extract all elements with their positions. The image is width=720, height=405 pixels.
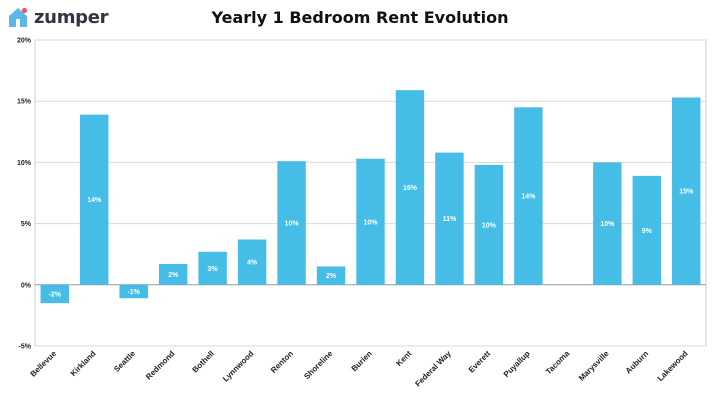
data-label: 11% [443, 216, 457, 223]
data-label: 3% [208, 266, 219, 273]
y-tick-label: 5% [21, 221, 32, 228]
bar-puyallup [514, 107, 543, 285]
data-label: -2% [49, 291, 62, 298]
data-label: 10% [482, 222, 497, 229]
bar-lynnwood [237, 239, 267, 285]
bar-kirkland [79, 114, 109, 285]
bar-redmond [158, 263, 188, 285]
bar-auburn [632, 175, 662, 285]
bar-bothell [198, 251, 227, 285]
category-label: Auburn [624, 349, 651, 376]
category-label: Tacoma [544, 349, 572, 377]
data-label: 10% [363, 219, 378, 226]
brand-name: zumper [34, 6, 109, 28]
category-label: Renton [269, 349, 295, 375]
data-label: 14% [87, 197, 102, 204]
house-icon [9, 7, 28, 27]
notification-dot-icon [21, 7, 28, 14]
data-label: 15% [679, 189, 694, 196]
data-label: 2% [326, 273, 337, 280]
category-label: Kent [394, 349, 413, 368]
category-label: Everett [467, 349, 493, 375]
data-label: 14% [521, 194, 536, 201]
y-tick-label: 10% [17, 160, 32, 167]
bar-marysville [593, 162, 622, 285]
data-label: 16% [403, 185, 418, 192]
category-label: Seattle [112, 349, 137, 374]
bar-renton [277, 161, 306, 285]
data-label: 2% [168, 272, 179, 279]
category-label: Bellevue [29, 349, 59, 379]
y-tick-label: 15% [17, 99, 32, 106]
bar-seattle [119, 284, 148, 299]
category-label: Lynnwood [221, 349, 256, 384]
bar-shoreline [316, 266, 346, 285]
y-tick-label: -5% [19, 344, 32, 351]
category-label: Burien [350, 349, 374, 373]
chart-title: Yearly 1 Bedroom Rent Evolution [211, 8, 509, 27]
data-label: 10% [285, 220, 300, 227]
brand-logo: zumper [6, 6, 109, 28]
category-label: Federal Way [413, 349, 453, 389]
category-label: Bothell [190, 349, 216, 375]
data-label: 10% [600, 221, 615, 228]
category-label: Puyallup [502, 349, 532, 379]
bar-kent [395, 90, 425, 285]
bar-burien [356, 158, 385, 285]
data-label: 9% [642, 228, 653, 235]
data-label: 4% [247, 260, 258, 267]
category-label: Marysville [577, 349, 611, 383]
category-label: Kirkland [69, 349, 98, 378]
y-tick-label: 20% [17, 38, 32, 45]
y-tick-label: 0% [21, 282, 32, 289]
category-label: Shoreline [302, 349, 335, 382]
bar-lakewood [672, 97, 701, 285]
bar-bellevue [40, 284, 69, 304]
category-label: Lakewood [656, 349, 690, 383]
bar-federal-way [435, 152, 464, 285]
bar-everett [474, 164, 504, 285]
data-label: -1% [127, 289, 140, 296]
category-label: Redmond [144, 349, 177, 382]
